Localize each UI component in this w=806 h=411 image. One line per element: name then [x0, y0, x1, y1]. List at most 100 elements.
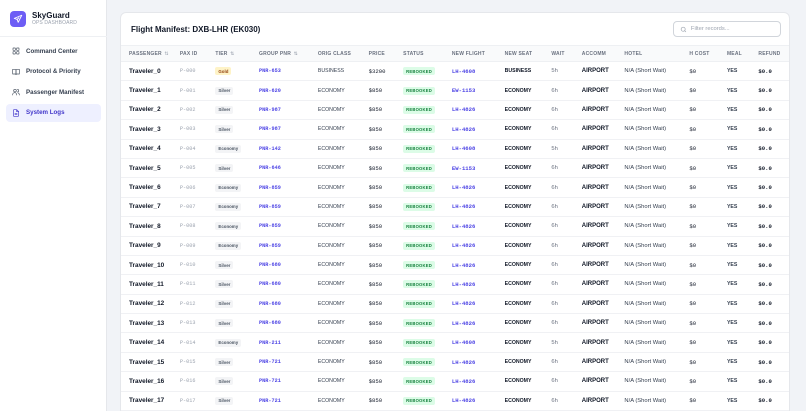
table-row[interactable]: Traveler_0 P-000 Gold PNR-653 BUSINESS $3200 R…	[121, 62, 789, 81]
sidebar-item-protocol-priority[interactable]: Protocol & Priority	[6, 63, 101, 81]
new-flight-link[interactable]: LH-4826	[451, 280, 476, 288]
group-pnr-link[interactable]: PNR-211	[259, 339, 281, 346]
column-header-tier[interactable]: TIER ⇅	[215, 45, 260, 62]
new-flight-link[interactable]: LH-4826	[451, 319, 476, 327]
table-row[interactable]: Traveler_3 P-003 Silver PNR-987 ECONOMY $850 R…	[121, 120, 789, 140]
group-pnr-link[interactable]: PNR-721	[259, 378, 281, 385]
new-flight-link[interactable]: LH-4826	[451, 106, 476, 114]
table-row[interactable]: Traveler_10 P-010 Silver PNR-680 ECONOMY $850…	[121, 255, 789, 275]
pax-id: P-016	[179, 378, 196, 385]
group-pnr-link[interactable]: PNR-987	[259, 126, 281, 133]
group-pnr-link[interactable]: PNR-859	[259, 223, 281, 230]
group-pnr-link[interactable]: PNR-680	[259, 262, 281, 269]
table-row[interactable]: Traveler_9 P-009 Economy PNR-859 ECONOMY $850…	[121, 236, 789, 256]
table-row[interactable]: Traveler_15 P-015 Silver PNR-721 ECONOMY $850…	[121, 352, 789, 372]
passenger-name: Traveler_1	[129, 87, 161, 95]
table-row[interactable]: Traveler_1 P-001 Silver PNR-620 ECONOMY $850 R…	[121, 81, 789, 101]
grid-icon	[12, 47, 20, 55]
group-pnr-link[interactable]: PNR-142	[259, 145, 281, 152]
table-row[interactable]: Traveler_4 P-004 Economy PNR-142 ECONOMY $850…	[121, 139, 789, 159]
sidebar-item-passenger-manifest[interactable]: Passenger Manifest	[6, 83, 101, 101]
group-pnr-link[interactable]: PNR-987	[259, 106, 281, 113]
sidebar-nav: Command Center Protocol & Priority Passe…	[6, 42, 101, 124]
new-flight-link[interactable]: LH-4826	[451, 242, 476, 250]
passenger-name: Traveler_16	[129, 377, 165, 385]
filter-box[interactable]	[673, 21, 781, 37]
sidebar-item-system-logs[interactable]: System Logs	[6, 103, 101, 122]
price: $850	[368, 319, 383, 327]
new-flight-link[interactable]: LH-4826	[451, 358, 476, 366]
column-header-group-pnr[interactable]: GROUP PNR ⇅	[259, 45, 318, 62]
new-flight-link[interactable]: LH-4608	[451, 339, 476, 347]
column-header-price[interactable]: PRICE	[368, 45, 404, 62]
accommodation: AIRPORT	[581, 242, 609, 249]
status-badge-cell: REBOOKED	[403, 352, 452, 371]
hotel-cost: $0	[689, 106, 697, 114]
column-header-new-seat[interactable]: NEW SEAT	[504, 45, 552, 62]
group-pnr-link[interactable]: PNR-859	[259, 203, 281, 210]
sidebar-item-command-center[interactable]: Command Center	[6, 42, 101, 60]
filter-input[interactable]	[690, 26, 780, 32]
new-flight-link[interactable]: LH-4826	[451, 125, 476, 133]
column-header-new-flight[interactable]: NEW FLIGHT	[451, 45, 505, 62]
hotel-cost: $0	[689, 164, 697, 172]
group-pnr-link[interactable]: PNR-646	[259, 165, 281, 172]
accommodation: AIRPORT	[581, 203, 609, 210]
column-header-refund[interactable]: REFUND	[758, 45, 789, 62]
table-row[interactable]: Traveler_2 P-002 Silver PNR-987 ECONOMY $850 R…	[121, 100, 789, 120]
group-pnr-link[interactable]: PNR-721	[259, 359, 281, 366]
new-flight-link[interactable]: EW-1153	[451, 164, 476, 172]
group-pnr-link[interactable]: PNR-620	[259, 87, 281, 94]
group-pnr-link[interactable]: PNR-680	[259, 320, 281, 327]
sort-icon[interactable]: ⇅	[228, 50, 235, 57]
table-row[interactable]: Traveler_14 P-014 Economy PNR-211 ECONOMY $85…	[121, 333, 789, 353]
group-pnr-link[interactable]: PNR-721	[259, 397, 281, 404]
column-header-orig-class[interactable]: ORIG CLASS	[317, 45, 369, 62]
column-header-status[interactable]: STATUS	[403, 45, 452, 62]
table-row[interactable]: Traveler_11 P-011 Silver PNR-680 ECONOMY $850…	[121, 275, 789, 295]
column-label: MEAL	[726, 50, 742, 57]
new-flight-link[interactable]: LH-4608	[451, 67, 476, 75]
new-flight-link[interactable]: LH-4826	[451, 300, 476, 308]
new-flight-link[interactable]: LH-4826	[451, 203, 476, 211]
hotel-cost: $0	[689, 87, 697, 95]
group-pnr-link[interactable]: PNR-680	[259, 300, 281, 307]
tier-badge: Silver	[215, 105, 234, 114]
table-row[interactable]: Traveler_7 P-007 Economy PNR-859 ECONOMY $850…	[121, 197, 789, 217]
column-label: TIER	[215, 50, 228, 57]
group-pnr-link[interactable]: PNR-859	[259, 184, 281, 191]
new-flight-link[interactable]: LH-4826	[451, 261, 476, 269]
status-badge-cell: REBOOKED	[403, 236, 452, 255]
sort-icon[interactable]: ⇅	[292, 50, 299, 57]
column-header-passenger[interactable]: PASSENGER ⇅	[121, 45, 180, 62]
new-seat: ECONOMY	[504, 87, 532, 94]
column-header-meal[interactable]: MEAL	[726, 45, 759, 62]
table-row[interactable]: Traveler_8 P-008 Economy PNR-859 ECONOMY $850…	[121, 217, 789, 237]
group-pnr-link[interactable]: PNR-680	[259, 281, 281, 288]
new-flight-link[interactable]: EW-1153	[451, 87, 476, 95]
new-flight-link[interactable]: LH-4608	[451, 145, 476, 153]
new-flight-link[interactable]: LH-4826	[451, 184, 476, 192]
table-row[interactable]: Traveler_17 P-017 Silver PNR-721 ECONOMY $850…	[121, 391, 789, 411]
column-header-wait[interactable]: WAIT	[551, 45, 582, 62]
table-row[interactable]: Traveler_6 P-006 Economy PNR-859 ECONOMY $850…	[121, 178, 789, 198]
table-row[interactable]: Traveler_5 P-005 Silver PNR-646 ECONOMY $850 R…	[121, 158, 789, 178]
accommodation: AIRPORT	[581, 262, 609, 269]
column-header-accomm[interactable]: ACCOMM	[581, 45, 625, 62]
new-flight-link[interactable]: LH-4826	[451, 222, 476, 230]
sort-icon[interactable]: ⇅	[162, 50, 169, 57]
table-row[interactable]: Traveler_12 P-012 Silver PNR-680 ECONOMY $850…	[121, 294, 789, 314]
group-pnr-link[interactable]: PNR-859	[259, 242, 281, 249]
tier-badge: Gold	[215, 67, 232, 76]
orig-class: ECONOMY	[317, 184, 345, 191]
status-badge: REBOOKED	[403, 183, 435, 192]
tier-badge: Silver	[215, 377, 234, 386]
group-pnr-link[interactable]: PNR-653	[259, 68, 281, 75]
column-header-hotel[interactable]: HOTEL	[624, 45, 690, 62]
column-header-h-cost[interactable]: H COST	[689, 45, 727, 62]
new-flight-link[interactable]: LH-4826	[451, 377, 476, 385]
new-flight-link[interactable]: LH-4826	[451, 397, 476, 405]
column-header-pax-id[interactable]: PAX ID	[179, 45, 216, 62]
table-row[interactable]: Traveler_13 P-013 Silver PNR-680 ECONOMY $850…	[121, 314, 789, 333]
table-row[interactable]: Traveler_16 P-016 Silver PNR-721 ECONOMY $850…	[121, 372, 789, 392]
